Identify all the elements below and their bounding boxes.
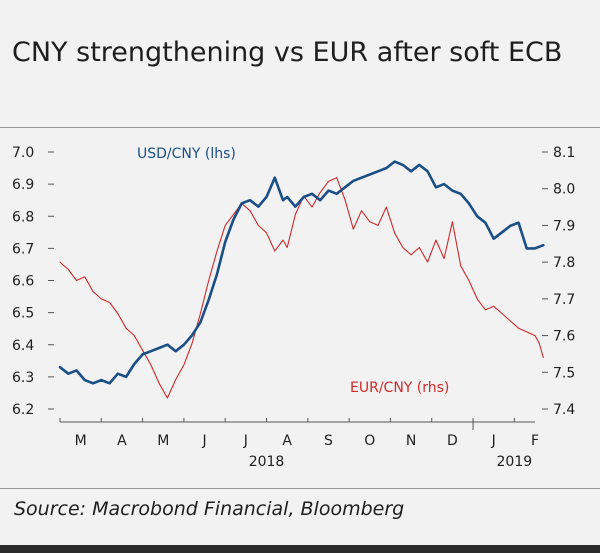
x-tick-label: O xyxy=(364,433,375,449)
left-tick-label: 6.5 xyxy=(12,306,34,322)
x-tick-label: D xyxy=(447,433,458,449)
right-axis: 8.1 8.0 7.9 7.8 7.7 7.6 7.5 7.4 xyxy=(542,145,575,418)
x-tick-label: N xyxy=(406,433,416,449)
right-tick-label: 7.5 xyxy=(553,365,575,381)
legend-eur-cny: EUR/CNY (rhs) xyxy=(350,380,449,396)
left-tick-label: 6.7 xyxy=(12,241,34,257)
left-tick-label: 6.2 xyxy=(12,402,34,418)
right-tick-label: 7.9 xyxy=(553,218,575,234)
year-label: 2018 xyxy=(249,454,285,470)
x-tick-label: J xyxy=(243,433,248,449)
right-tick-label: 8.1 xyxy=(553,145,575,161)
left-tick-label: 6.6 xyxy=(12,274,34,290)
line-chart: 7.0 6.9 6.8 6.7 6.6 6.5 6.4 6.3 6.2 8.1 8.0 7.9 7.8… xyxy=(12,145,575,470)
left-tick-label: 7.0 xyxy=(12,145,34,161)
usd-cny-line xyxy=(58,160,545,385)
x-tick-label: J xyxy=(491,433,496,449)
x-tick-label: F xyxy=(531,433,539,449)
right-tick-label: 7.4 xyxy=(553,402,575,418)
right-tick-label: 7.8 xyxy=(553,255,575,271)
x-tick-label: S xyxy=(324,433,333,449)
series-lines xyxy=(58,160,545,399)
right-tick-label: 8.0 xyxy=(553,182,575,198)
x-tick-label: J xyxy=(201,433,206,449)
left-tick-label: 6.8 xyxy=(12,209,34,225)
right-tick-label: 7.6 xyxy=(553,329,575,345)
year-label: 2019 xyxy=(497,454,533,470)
x-tick-label: M xyxy=(75,433,87,449)
x-tick-label: A xyxy=(282,433,292,449)
left-axis: 7.0 6.9 6.8 6.7 6.6 6.5 6.4 6.3 6.2 xyxy=(12,145,54,418)
legend-usd-cny: USD/CNY (lhs) xyxy=(137,146,236,162)
bottom-bar xyxy=(0,545,600,553)
x-tick-label: A xyxy=(117,433,127,449)
x-tick-label: M xyxy=(157,433,169,449)
x-axis: M A M J J A S O N D J F 2018 2019 xyxy=(59,418,539,470)
left-tick-label: 6.4 xyxy=(12,338,34,354)
right-tick-label: 7.7 xyxy=(553,292,575,308)
left-tick-label: 6.3 xyxy=(12,370,34,386)
chart-title: CNY strengthening vs EUR after soft ECB xyxy=(12,37,563,68)
bottom-divider xyxy=(0,488,600,489)
source-note: Source: Macrobond Financial, Bloomberg xyxy=(14,498,405,520)
top-divider xyxy=(0,127,600,128)
left-tick-label: 6.9 xyxy=(12,177,34,193)
